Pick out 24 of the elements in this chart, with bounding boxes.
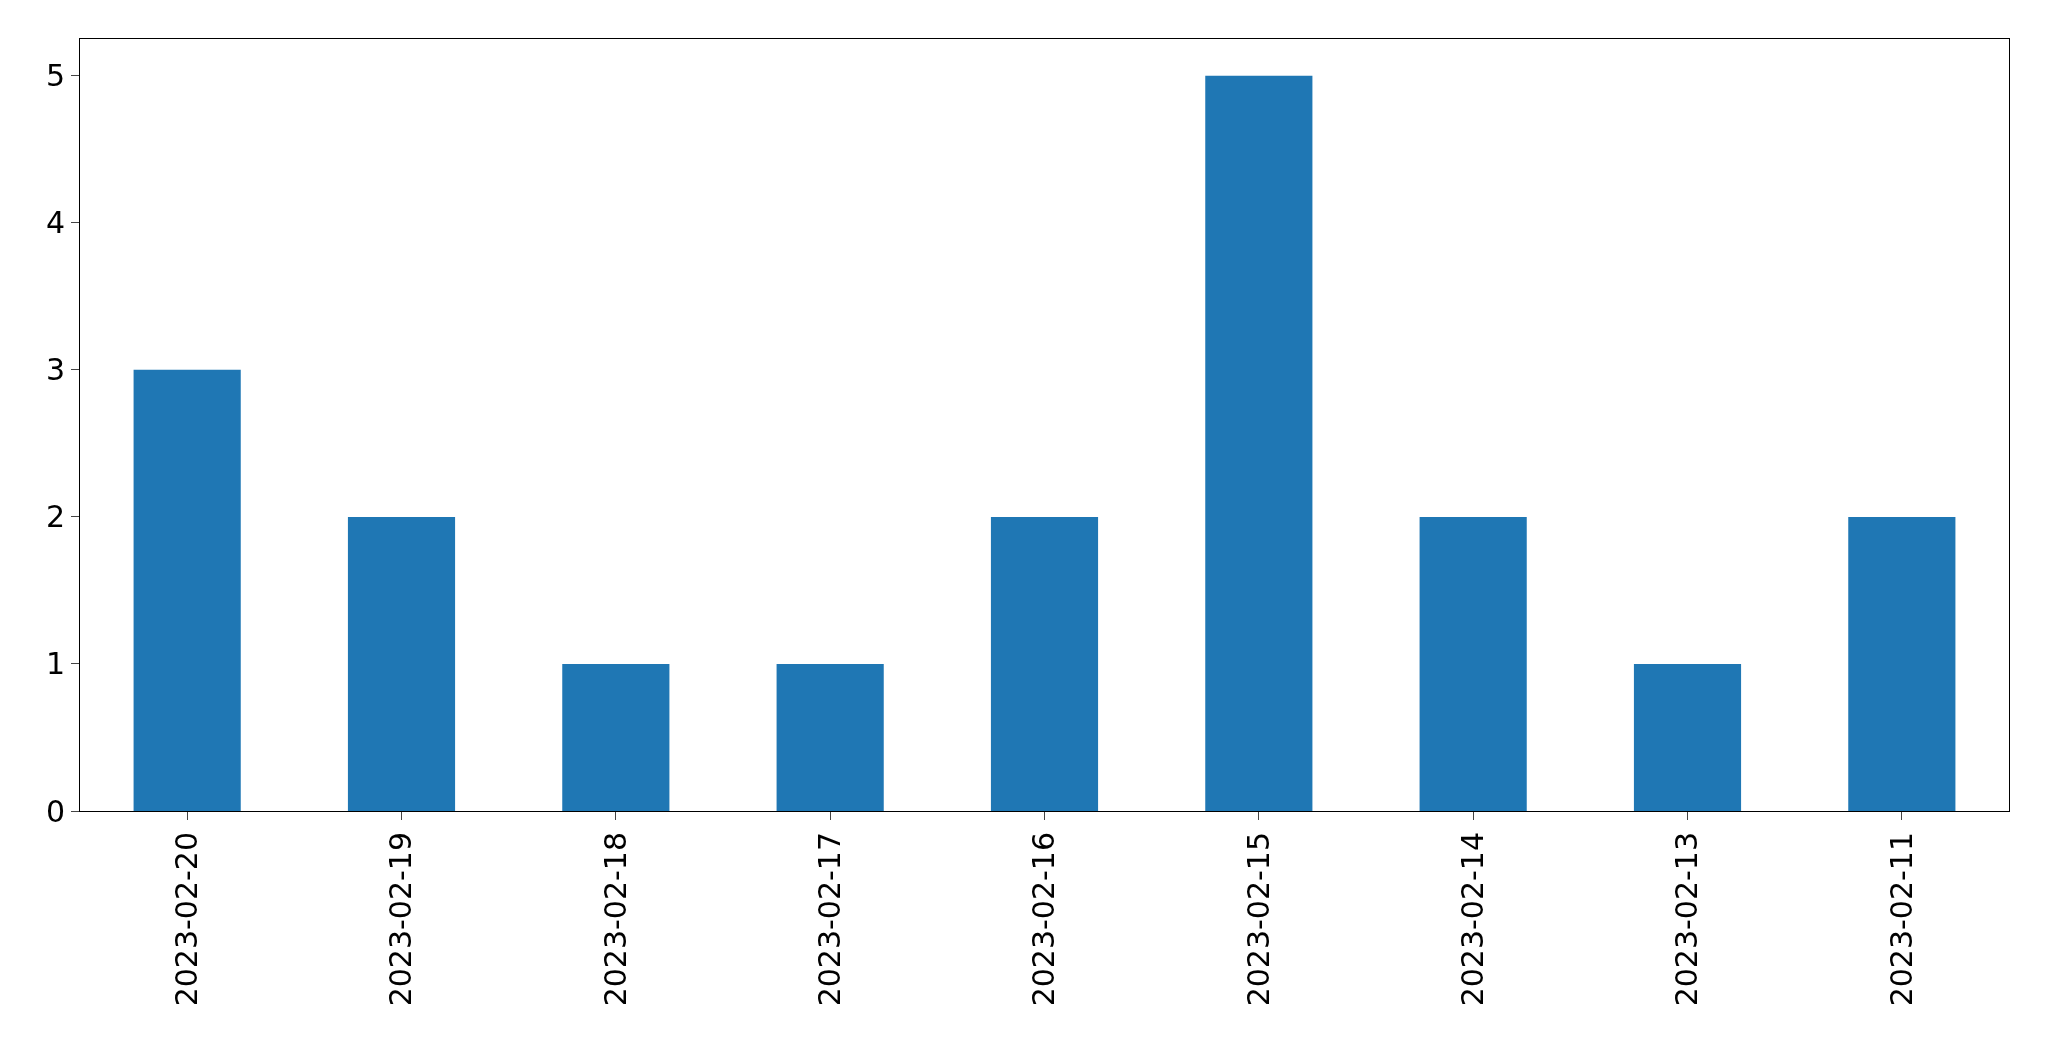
x-tick-label: 2023-02-16 [1026, 832, 1062, 1007]
y-tick-label: 5 [45, 58, 65, 94]
x-tick-label: 2023-02-14 [1454, 832, 1490, 1007]
bar [562, 663, 670, 811]
bar [347, 516, 456, 811]
x-tick-label: 2023-02-15 [1240, 832, 1276, 1007]
bar [1205, 75, 1313, 811]
bar [776, 663, 884, 811]
y-tick-label: 0 [45, 793, 65, 829]
x-tick-label: 2023-02-17 [811, 832, 847, 1007]
bar [1848, 516, 1956, 811]
y-tick-label: 4 [45, 205, 65, 241]
bar [990, 516, 1099, 811]
x-tick-label: 2023-02-11 [1883, 832, 1919, 1007]
bar [133, 369, 241, 811]
y-tick-label: 2 [45, 499, 65, 535]
x-tick-label: 2023-02-13 [1669, 832, 1705, 1007]
bar [1633, 663, 1742, 811]
y-tick-label: 1 [45, 646, 65, 682]
x-tick-label: 2023-02-18 [597, 832, 633, 1007]
x-tick-label: 2023-02-19 [383, 832, 419, 1007]
bar [1419, 516, 1527, 811]
x-tick-label: 2023-02-20 [168, 832, 204, 1007]
y-tick-label: 3 [45, 352, 65, 388]
